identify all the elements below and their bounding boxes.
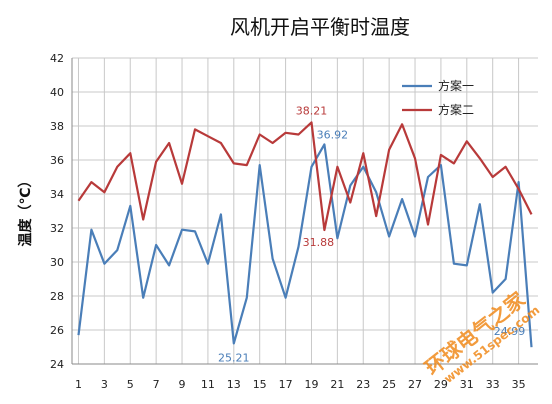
x-tick-label: 5 — [127, 378, 134, 391]
x-tick-label: 21 — [330, 378, 344, 391]
data-label: 38.21 — [296, 104, 328, 117]
data-annotations: 38.21 36.92 31.88 25.21 24.99 — [218, 104, 525, 364]
y-tick-label: 26 — [50, 324, 64, 337]
y-tick-label: 40 — [50, 86, 64, 99]
legend-label: 方案一 — [438, 78, 474, 93]
y-tick-labels: 24 26 28 30 32 34 36 38 40 42 — [50, 52, 64, 371]
y-tick-label: 30 — [50, 256, 64, 269]
x-tick-label: 25 — [382, 378, 396, 391]
y-tick-label: 28 — [50, 290, 64, 303]
x-tick-label: 13 — [227, 378, 241, 391]
x-tick-label: 31 — [460, 378, 474, 391]
axes — [71, 58, 538, 365]
x-tick-label: 15 — [253, 378, 267, 391]
series-line-2 — [77, 121, 533, 232]
y-tick-label: 32 — [50, 222, 64, 235]
y-tick-label: 24 — [50, 358, 64, 371]
x-tick-label: 19 — [304, 378, 318, 391]
y-tick-label: 42 — [50, 52, 64, 65]
data-label: 24.99 — [494, 325, 526, 338]
x-tick-labels: 1 3 5 7 9 11 13 15 17 19 21 23 25 27 29 31 33 35 — [75, 378, 526, 391]
x-tick-label: 11 — [201, 378, 215, 391]
chart-title: 风机开启平衡时温度 — [230, 15, 410, 39]
legend-label: 方案二 — [438, 102, 474, 117]
x-tick-label: 33 — [486, 378, 500, 391]
x-tick-label: 23 — [356, 378, 370, 391]
x-tick-label: 35 — [512, 378, 526, 391]
x-tick-label: 9 — [179, 378, 186, 391]
y-tick-label: 38 — [50, 120, 64, 133]
data-label: 25.21 — [218, 351, 250, 364]
data-label: 36.92 — [317, 128, 349, 141]
x-tick-label: 17 — [279, 378, 293, 391]
series-line-1 — [77, 143, 533, 348]
series-lines — [77, 121, 533, 348]
x-tick-label: 29 — [434, 378, 448, 391]
data-label: 31.88 — [303, 236, 335, 249]
y-tick-label: 36 — [50, 154, 64, 167]
x-tick-label: 1 — [75, 378, 82, 391]
y-tick-label: 34 — [50, 188, 64, 201]
x-tick-label: 3 — [101, 378, 108, 391]
x-tick-label: 27 — [408, 378, 422, 391]
x-tick-label: 7 — [153, 378, 160, 391]
y-axis-label: 温度（℃） — [17, 174, 34, 247]
